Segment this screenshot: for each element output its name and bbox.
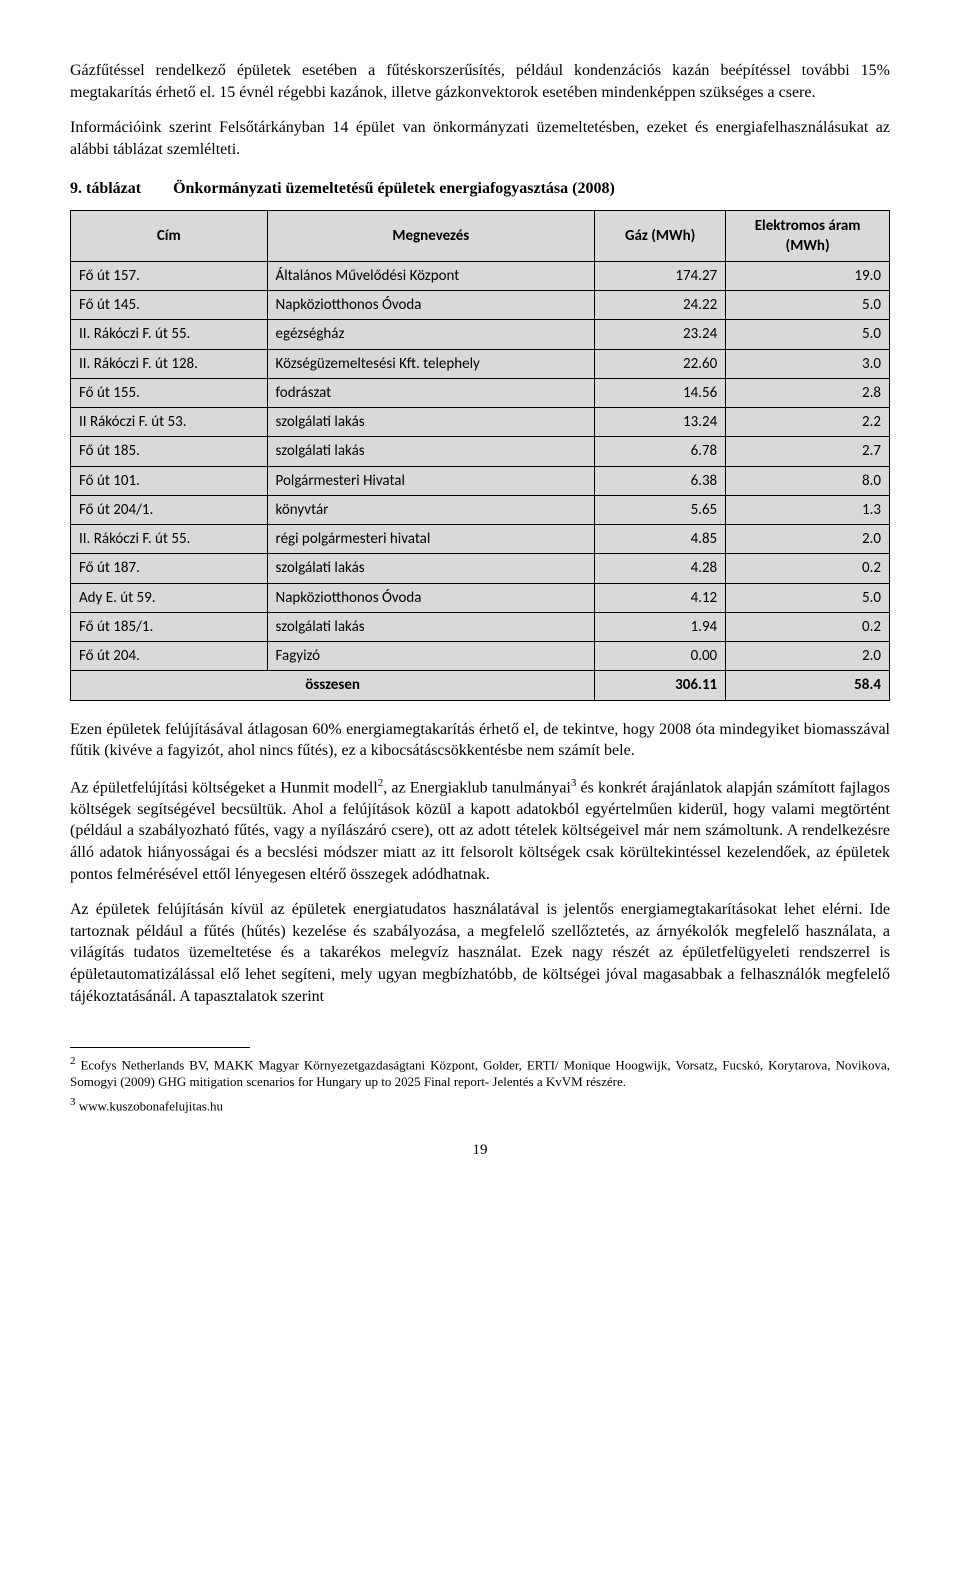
cell-electric: 5.0 [726, 583, 890, 612]
cell-gas: 24.22 [595, 291, 726, 320]
table-row: Fő út 187.szolgálati lakás4.280.2 [71, 554, 890, 583]
cell-electric: 2.8 [726, 378, 890, 407]
col-header-address: Cím [71, 210, 268, 261]
cell-address: Fő út 187. [71, 554, 268, 583]
table-row: Fő út 185.szolgálati lakás6.782.7 [71, 437, 890, 466]
energy-table: Cím Megnevezés Gáz (MWh) Elektromos áram… [70, 210, 890, 701]
cell-electric: 2.2 [726, 408, 890, 437]
page-number: 19 [70, 1140, 890, 1160]
cell-address: Fő út 204/1. [71, 495, 268, 524]
cell-name: Fagyizó [267, 642, 595, 671]
table-row: Fő út 155.fodrászat14.562.8 [71, 378, 890, 407]
cell-name: egézségház [267, 320, 595, 349]
table-number: 9. táblázat [70, 180, 141, 197]
cell-gas: 22.60 [595, 349, 726, 378]
paragraph-2: Információink szerint Felsőtárkányban 14… [70, 117, 890, 160]
table-row: Fő út 204.Fagyizó0.002.0 [71, 642, 890, 671]
cell-electric: 2.0 [726, 642, 890, 671]
table-row: Fő út 157.Általános Művelődési Központ17… [71, 261, 890, 290]
table-row: II. Rákóczi F. út 55.régi polgármesteri … [71, 525, 890, 554]
cell-gas: 4.12 [595, 583, 726, 612]
cell-electric: 0.2 [726, 554, 890, 583]
paragraph-3: Ezen épületek felújításával átlagosan 60… [70, 719, 890, 762]
cell-address: Fő út 157. [71, 261, 268, 290]
table-row: II. Rákóczi F. út 55.egézségház23.245.0 [71, 320, 890, 349]
cell-electric: 1.3 [726, 495, 890, 524]
cell-electric: 5.0 [726, 320, 890, 349]
cell-name: régi polgármesteri hivatal [267, 525, 595, 554]
cell-gas: 0.00 [595, 642, 726, 671]
cell-name: szolgálati lakás [267, 437, 595, 466]
footnote-text-3: www.kuszobonafelujitas.hu [76, 1099, 224, 1114]
cell-address: Fő út 204. [71, 642, 268, 671]
paragraph-1: Gázfűtéssel rendelkező épületek esetében… [70, 60, 890, 103]
table-caption: 9. táblázat Önkormányzati üzemeltetésű é… [70, 178, 890, 200]
cell-address: Ady E. út 59. [71, 583, 268, 612]
cell-gas: 6.38 [595, 466, 726, 495]
cell-address: II. Rákóczi F. út 55. [71, 320, 268, 349]
table-row: Fő út 145.Napköziotthonos Óvoda24.225.0 [71, 291, 890, 320]
footnote-2: 2 Ecofys Netherlands BV, MAKK Magyar Kör… [70, 1054, 890, 1091]
cell-electric: 2.0 [726, 525, 890, 554]
cell-name: fodrászat [267, 378, 595, 407]
cell-name: Polgármesteri Hivatal [267, 466, 595, 495]
cell-address: II. Rákóczi F. út 55. [71, 525, 268, 554]
table-title: Önkormányzati üzemeltetésű épületek ener… [173, 180, 615, 197]
col-header-gas: Gáz (MWh) [595, 210, 726, 261]
cell-address: II Rákóczi F. út 53. [71, 408, 268, 437]
cell-name: szolgálati lakás [267, 612, 595, 641]
cell-name: Általános Művelődési Központ [267, 261, 595, 290]
footnote-separator [70, 1047, 250, 1048]
cell-name: könyvtár [267, 495, 595, 524]
cell-gas: 23.24 [595, 320, 726, 349]
footnotes: 2 Ecofys Netherlands BV, MAKK Magyar Kör… [70, 1054, 890, 1115]
table-row: Fő út 101.Polgármesteri Hivatal6.388.0 [71, 466, 890, 495]
cell-gas: 14.56 [595, 378, 726, 407]
total-gas: 306.11 [595, 671, 726, 700]
cell-gas: 13.24 [595, 408, 726, 437]
col-header-name: Megnevezés [267, 210, 595, 261]
cell-electric: 19.0 [726, 261, 890, 290]
cell-gas: 4.85 [595, 525, 726, 554]
cell-address: Fő út 185/1. [71, 612, 268, 641]
cell-electric: 2.7 [726, 437, 890, 466]
cell-address: Fő út 185. [71, 437, 268, 466]
total-electric: 58.4 [726, 671, 890, 700]
cell-name: szolgálati lakás [267, 554, 595, 583]
table-row: Fő út 204/1.könyvtár5.651.3 [71, 495, 890, 524]
cell-address: Fő út 145. [71, 291, 268, 320]
table-total-row: összesen306.1158.4 [71, 671, 890, 700]
cell-electric: 0.2 [726, 612, 890, 641]
col-header-electric: Elektromos áram (MWh) [726, 210, 890, 261]
table-header-row: Cím Megnevezés Gáz (MWh) Elektromos áram… [71, 210, 890, 261]
p4-part-b: , az Energiaklub tanulmányai [383, 779, 571, 796]
cell-gas: 6.78 [595, 437, 726, 466]
cell-name: Napköziotthonos Óvoda [267, 583, 595, 612]
cell-gas: 5.65 [595, 495, 726, 524]
cell-address: II. Rákóczi F. út 128. [71, 349, 268, 378]
cell-gas: 174.27 [595, 261, 726, 290]
table-row: II. Rákóczi F. út 128.Községüzemeltesési… [71, 349, 890, 378]
table-row: Fő út 185/1.szolgálati lakás1.940.2 [71, 612, 890, 641]
footnote-3: 3 www.kuszobonafelujitas.hu [70, 1095, 890, 1115]
paragraph-4: Az épületfelújítási költségeket a Hunmit… [70, 776, 890, 885]
paragraph-5: Az épületek felújításán kívül az épülete… [70, 899, 890, 1007]
cell-electric: 5.0 [726, 291, 890, 320]
cell-gas: 4.28 [595, 554, 726, 583]
cell-electric: 3.0 [726, 349, 890, 378]
total-label: összesen [71, 671, 595, 700]
cell-electric: 8.0 [726, 466, 890, 495]
table-row: Ady E. út 59.Napköziotthonos Óvoda4.125.… [71, 583, 890, 612]
table-row: II Rákóczi F. út 53.szolgálati lakás13.2… [71, 408, 890, 437]
cell-address: Fő út 101. [71, 466, 268, 495]
cell-name: Napköziotthonos Óvoda [267, 291, 595, 320]
cell-gas: 1.94 [595, 612, 726, 641]
cell-name: Községüzemeltesési Kft. telephely [267, 349, 595, 378]
footnote-text-2: Ecofys Netherlands BV, MAKK Magyar Körny… [70, 1058, 890, 1090]
cell-name: szolgálati lakás [267, 408, 595, 437]
cell-address: Fő út 155. [71, 378, 268, 407]
p4-part-a: Az épületfelújítási költségeket a Hunmit… [70, 779, 378, 796]
